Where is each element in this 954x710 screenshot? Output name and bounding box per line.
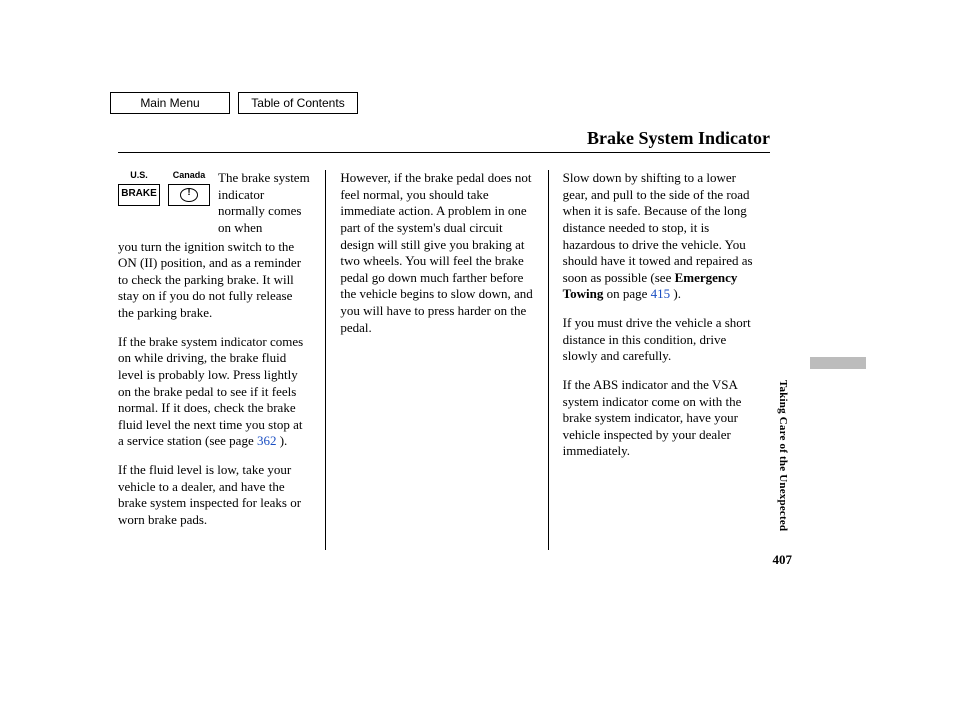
warning-circle-icon (180, 188, 198, 202)
intro-text: The brake system indicator normally come… (218, 170, 311, 237)
column-2: However, if the brake pedal does not fee… (325, 170, 547, 550)
title-rule (118, 152, 770, 153)
col3-p3: If the ABS indicator and the VSA system … (563, 377, 756, 460)
top-nav-bar: Main Menu Table of Contents (110, 92, 864, 114)
col3-p1c: ). (670, 286, 681, 301)
col1-p2b: ). (276, 433, 287, 448)
page-link-415[interactable]: 415 (651, 286, 671, 301)
col3-p1: Slow down by shifting to a lower gear, a… (563, 170, 756, 303)
main-menu-button[interactable]: Main Menu (110, 92, 230, 114)
content-columns: U.S. BRAKE Canada The brake system indic… (118, 170, 770, 550)
indicator-row: U.S. BRAKE Canada The brake system indic… (118, 170, 311, 237)
page-container: Main Menu Table of Contents Brake System… (0, 0, 954, 710)
section-side-label: Taking Care of the Unexpected (777, 380, 789, 531)
col1-p1: you turn the ignition switch to the ON (… (118, 239, 311, 322)
col1-p2a: If the brake system indicator comes on w… (118, 334, 303, 449)
col3-p1b: on page (603, 286, 650, 301)
col3-p2: If you must drive the vehicle a short di… (563, 315, 756, 365)
col1-p2: If the brake system indicator comes on w… (118, 334, 311, 450)
page-number: 407 (773, 552, 793, 568)
us-indicator: U.S. BRAKE (118, 170, 160, 206)
col3-p1a: Slow down by shifting to a lower gear, a… (563, 170, 753, 285)
brake-icon: BRAKE (118, 184, 160, 206)
col1-p3: If the fluid level is low, take your veh… (118, 462, 311, 529)
column-1: U.S. BRAKE Canada The brake system indic… (118, 170, 325, 550)
canada-indicator: Canada (168, 170, 210, 206)
brake-circle-icon (168, 184, 210, 206)
page-title: Brake System Indicator (587, 128, 770, 149)
section-tab-marker (810, 357, 866, 369)
canada-label: Canada (173, 170, 206, 182)
page-link-362[interactable]: 362 (257, 433, 277, 448)
column-3: Slow down by shifting to a lower gear, a… (548, 170, 770, 550)
col2-p1: However, if the brake pedal does not fee… (340, 170, 533, 336)
us-label: U.S. (130, 170, 148, 182)
toc-button[interactable]: Table of Contents (238, 92, 358, 114)
